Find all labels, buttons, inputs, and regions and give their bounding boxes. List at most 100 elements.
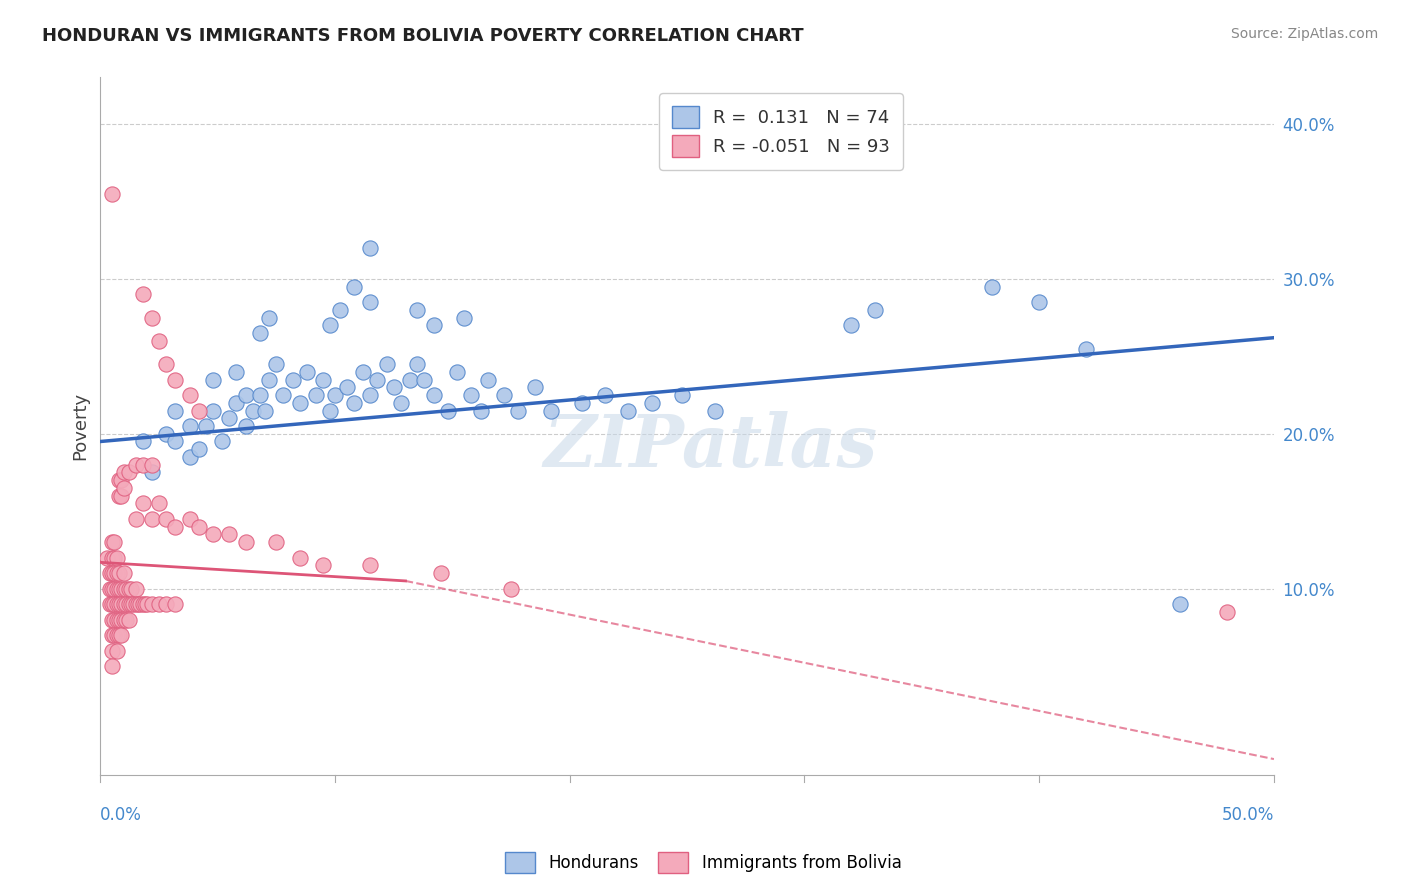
Point [117, 613, 139, 627]
Point [202, 372, 225, 386]
Point [359, 558, 381, 573]
Point [165, 434, 187, 449]
Point [124, 582, 146, 596]
Point [312, 558, 335, 573]
Point [136, 597, 159, 611]
Point [105, 613, 128, 627]
Point [375, 357, 398, 371]
Point [124, 597, 146, 611]
Point [436, 403, 458, 417]
Point [105, 582, 128, 596]
Point [235, 535, 257, 549]
Point [101, 613, 124, 627]
Point [704, 403, 727, 417]
Point [155, 597, 177, 611]
Point [103, 613, 125, 627]
Point [129, 597, 152, 611]
Point [863, 302, 886, 317]
Point [194, 419, 217, 434]
Point [165, 403, 187, 417]
Point [343, 396, 366, 410]
Text: ZIPatlas: ZIPatlas [544, 411, 877, 483]
Point [124, 512, 146, 526]
Point [98, 597, 121, 611]
Point [101, 628, 124, 642]
Point [429, 566, 451, 581]
Point [540, 403, 562, 417]
Point [1076, 342, 1098, 356]
Point [508, 403, 530, 417]
Point [131, 434, 153, 449]
Point [406, 302, 429, 317]
Y-axis label: Poverty: Poverty [72, 392, 89, 460]
Point [112, 597, 135, 611]
Point [105, 566, 128, 581]
Point [218, 527, 240, 541]
Point [225, 365, 247, 379]
Point [115, 613, 138, 627]
Text: Source: ZipAtlas.com: Source: ZipAtlas.com [1230, 27, 1378, 41]
Point [101, 643, 124, 657]
Point [112, 481, 135, 495]
Point [155, 426, 177, 441]
Point [253, 403, 276, 417]
Point [312, 372, 335, 386]
Point [112, 582, 135, 596]
Text: 0.0%: 0.0% [100, 806, 142, 824]
Point [593, 388, 616, 402]
Point [141, 458, 163, 472]
Point [148, 597, 170, 611]
Point [131, 496, 153, 510]
Point [641, 396, 664, 410]
Point [359, 388, 381, 402]
Point [98, 582, 121, 596]
Point [202, 403, 225, 417]
Point [110, 628, 132, 642]
Point [148, 496, 170, 510]
Point [494, 388, 516, 402]
Point [242, 403, 264, 417]
Point [131, 287, 153, 301]
Point [179, 450, 201, 464]
Point [98, 566, 121, 581]
Point [343, 279, 366, 293]
Point [101, 186, 124, 201]
Point [112, 466, 135, 480]
Point [359, 295, 381, 310]
Point [501, 582, 523, 596]
Point [352, 365, 374, 379]
Point [101, 582, 124, 596]
Point [202, 527, 225, 541]
Point [477, 372, 499, 386]
Point [841, 318, 863, 333]
Point [117, 582, 139, 596]
Point [115, 597, 138, 611]
Point [235, 419, 257, 434]
Point [110, 473, 132, 487]
Point [187, 519, 209, 533]
Point [288, 396, 311, 410]
Point [110, 489, 132, 503]
Point [273, 388, 295, 402]
Point [117, 597, 139, 611]
Point [187, 403, 209, 417]
Point [108, 566, 131, 581]
Point [110, 613, 132, 627]
Point [165, 372, 187, 386]
Point [218, 411, 240, 425]
Point [108, 489, 131, 503]
Point [179, 512, 201, 526]
Point [295, 365, 318, 379]
Point [329, 302, 352, 317]
Point [108, 628, 131, 642]
Point [105, 550, 128, 565]
Point [319, 403, 342, 417]
Point [165, 597, 187, 611]
Point [617, 403, 640, 417]
Point [281, 372, 304, 386]
Point [103, 566, 125, 581]
Text: HONDURAN VS IMMIGRANTS FROM BOLIVIA POVERTY CORRELATION CHART: HONDURAN VS IMMIGRANTS FROM BOLIVIA POVE… [42, 27, 804, 45]
Point [131, 597, 153, 611]
Point [1216, 605, 1239, 619]
Point [134, 597, 156, 611]
